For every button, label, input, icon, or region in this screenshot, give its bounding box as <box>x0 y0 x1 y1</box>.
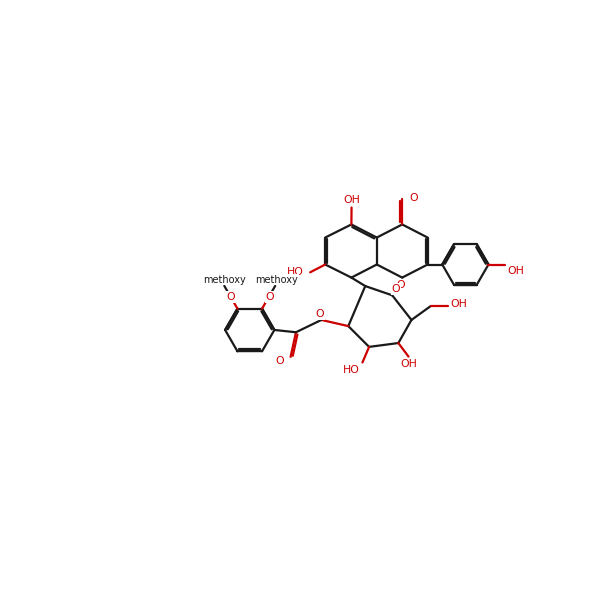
Text: O: O <box>265 292 274 302</box>
Text: O: O <box>316 309 324 319</box>
Text: HO: HO <box>343 365 360 375</box>
Text: O: O <box>392 284 400 294</box>
Text: O: O <box>409 193 418 203</box>
Text: HO: HO <box>287 268 304 277</box>
Text: OH: OH <box>400 359 417 370</box>
Text: methoxy: methoxy <box>256 275 298 285</box>
Text: O: O <box>276 356 284 366</box>
Text: OH: OH <box>508 266 524 275</box>
Text: O: O <box>226 292 235 302</box>
Text: O: O <box>397 280 405 290</box>
Text: OH: OH <box>343 195 360 205</box>
Text: methoxy: methoxy <box>203 275 246 285</box>
Text: OH: OH <box>450 299 467 309</box>
